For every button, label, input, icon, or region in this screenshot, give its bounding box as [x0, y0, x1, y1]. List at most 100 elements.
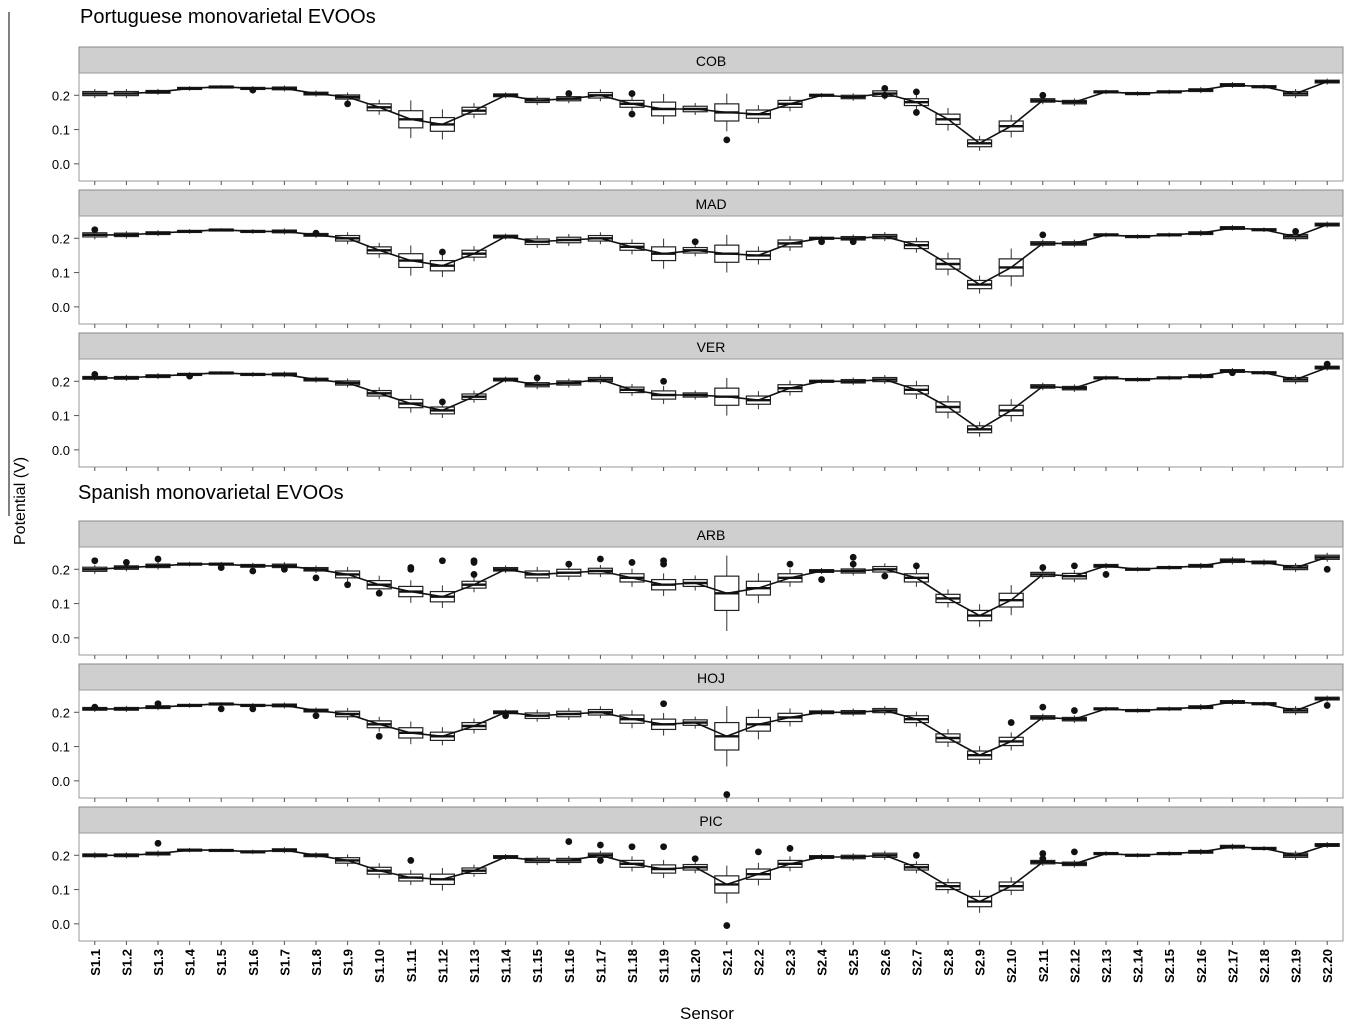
- x-tick-label-S1.14: S1.14: [499, 948, 514, 983]
- x-tick-label-S1.4: S1.4: [183, 948, 198, 976]
- outlier-point: [565, 90, 573, 97]
- outlier-point: [818, 238, 825, 246]
- x-tick-label-S2.13: S2.13: [1099, 949, 1114, 983]
- y-tick-label: 0.0: [52, 300, 70, 315]
- outlier-point: [249, 567, 257, 575]
- group-title-portuguese: Portuguese monovarietal EVOOs: [80, 6, 376, 28]
- outlier-point: [849, 238, 857, 246]
- x-tick-label-S2.3: S2.3: [783, 949, 798, 976]
- panel-strip: [78, 806, 1344, 834]
- x-tick-label-S1.3: S1.3: [151, 949, 166, 976]
- outlier-point: [1071, 562, 1078, 570]
- panel-plot-area: [78, 215, 1344, 325]
- outlier-point: [249, 86, 257, 94]
- outlier-point: [881, 572, 889, 580]
- y-tick-label: 0.0: [52, 631, 70, 646]
- outlier-point: [533, 374, 541, 382]
- outlier-point: [502, 712, 509, 720]
- x-tick-label-S2.17: S2.17: [1225, 949, 1240, 983]
- x-tick-label-S2.18: S2.18: [1257, 949, 1272, 983]
- x-tick-label-S1.2: S1.2: [119, 949, 134, 976]
- outlier-point: [91, 226, 99, 234]
- panel-plot-area: [78, 72, 1344, 182]
- panel-ver: VER 0.0 0.1 0.2: [52, 332, 1344, 471]
- outlier-point: [849, 560, 857, 568]
- trend-line: [94, 697, 1328, 756]
- x-tick-label-S2.2: S2.2: [751, 949, 766, 976]
- outlier-point: [660, 377, 667, 385]
- outlier-point: [628, 110, 636, 118]
- panel-strip: [78, 332, 1344, 360]
- outlier-point: [439, 557, 446, 565]
- y-tick-label: 0.2: [52, 848, 70, 863]
- outlier-point: [312, 229, 320, 237]
- outlier-point: [849, 553, 857, 561]
- x-tick-label-S1.1: S1.1: [88, 949, 103, 976]
- outlier-point: [786, 560, 794, 568]
- x-tick-label-S1.19: S1.19: [657, 949, 672, 983]
- trend-line: [94, 556, 1328, 617]
- outlier-point: [123, 559, 130, 566]
- outlier-point: [91, 557, 99, 565]
- x-axis-label: Sensor: [680, 1004, 734, 1023]
- outlier-point: [186, 372, 194, 380]
- outlier-point: [881, 85, 889, 92]
- x-tick-label-S2.12: S2.12: [1067, 949, 1082, 983]
- y-tick-label: 0.1: [52, 597, 70, 612]
- trend-line: [94, 223, 1328, 286]
- trend-line: [94, 366, 1328, 431]
- outlier-point: [375, 732, 383, 740]
- x-tick-label-S2.5: S2.5: [846, 949, 861, 976]
- x-tick-label-S1.13: S1.13: [467, 949, 482, 983]
- trend-line: [94, 80, 1328, 145]
- x-tick-label-S1.17: S1.17: [593, 949, 608, 983]
- outlier-point: [375, 589, 383, 597]
- outlier-point: [312, 574, 320, 582]
- y-tick-label: 0.2: [52, 705, 70, 720]
- panel-cob: COB 0.0 0.1 0.2: [52, 46, 1344, 185]
- x-tick-label-S2.1: S2.1: [720, 949, 735, 976]
- outlier-point: [1071, 707, 1078, 714]
- y-tick-label: 0.2: [52, 231, 70, 246]
- x-tick-label-S1.20: S1.20: [688, 949, 703, 983]
- outlier-point: [597, 555, 604, 563]
- outlier-point: [1039, 703, 1047, 711]
- x-tick-label-S1.10: S1.10: [372, 949, 387, 983]
- panel-strip: [78, 189, 1344, 217]
- outlier-point: [1039, 850, 1047, 857]
- x-tick-label-S2.20: S2.20: [1320, 949, 1335, 983]
- outlier-point: [470, 571, 478, 578]
- y-tick-label: 0.1: [52, 123, 70, 138]
- outlier-point: [91, 371, 99, 378]
- y-tick-label: 0.1: [52, 266, 70, 281]
- outlier-point: [691, 238, 699, 246]
- panel-hoj: HOJ 0.0 0.1 0.2: [52, 663, 1344, 802]
- y-tick-label: 0.2: [52, 88, 70, 103]
- outlier-point: [723, 791, 731, 798]
- panel-plot-area: [78, 689, 1344, 799]
- outlier-point: [154, 839, 162, 847]
- outlier-point: [818, 576, 825, 583]
- outlier-point: [217, 564, 225, 571]
- x-tick-label-S1.6: S1.6: [246, 949, 261, 976]
- panel-pic: PIC 0.0 0.1 0.2: [52, 806, 1344, 945]
- outlier-point: [597, 841, 604, 849]
- outlier-point: [249, 705, 257, 713]
- outlier-point: [439, 398, 446, 406]
- panel-plot-area: [78, 358, 1344, 468]
- outlier-point: [1039, 231, 1047, 239]
- outlier-point: [660, 700, 667, 708]
- outlier-point: [913, 88, 920, 96]
- x-tick-label-S2.10: S2.10: [1004, 949, 1019, 983]
- x-tick-label-S1.12: S1.12: [435, 949, 450, 983]
- x-tick-label-S1.7: S1.7: [277, 949, 292, 976]
- outlier-point: [1007, 719, 1015, 726]
- outlier-point: [470, 559, 478, 566]
- x-tick-label-S2.19: S2.19: [1289, 949, 1304, 983]
- panel-plot-area: [78, 832, 1344, 942]
- y-tick-label: 0.1: [52, 740, 70, 755]
- outlier-point: [407, 857, 415, 864]
- x-tick-label-S2.15: S2.15: [1162, 949, 1177, 983]
- outlier-point: [597, 857, 604, 864]
- x-tick-label-S1.9: S1.9: [341, 949, 356, 976]
